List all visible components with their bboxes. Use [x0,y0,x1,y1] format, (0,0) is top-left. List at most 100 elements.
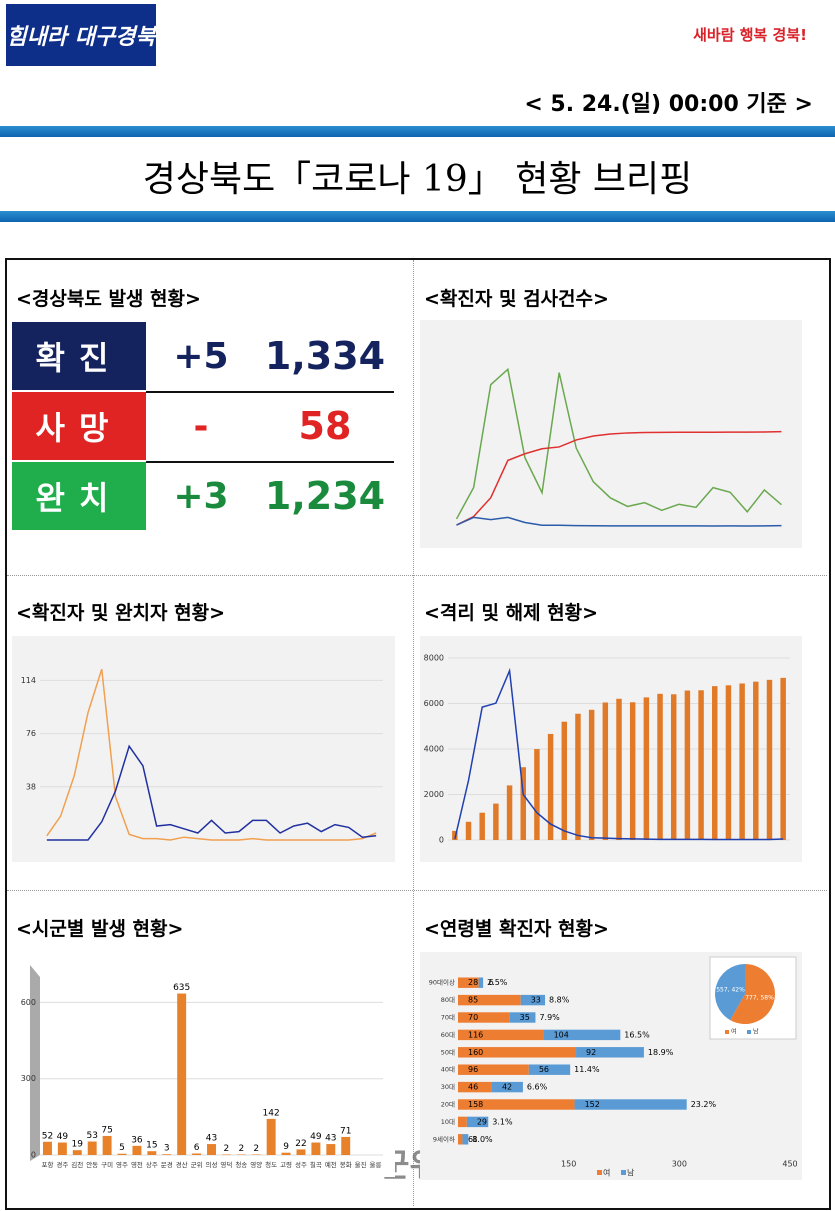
bar [42,1141,52,1155]
divider [0,211,835,222]
y-tick-label: 114 [21,676,36,685]
y-tick-label: 300 [21,1074,36,1083]
value-label: 6 [468,1135,473,1144]
y-tick-label: 60대 [441,1031,455,1039]
bar [251,1154,261,1155]
stat-total: 1,234 [264,474,386,518]
x-tick-label: 울릉 [370,1161,382,1169]
bar [629,702,636,840]
stat-change: +3 [173,475,229,517]
x-tick-label: 청송 [235,1161,247,1169]
percent-label: 23.2% [691,1100,717,1109]
bar [698,690,704,840]
bar-segment [458,1064,529,1075]
y-tick-label: 20대 [441,1101,455,1109]
legend-swatch [621,1170,626,1175]
value-label: 36 [131,1135,143,1145]
x-tick-label: 예천 [325,1160,337,1169]
x-tick-label: 포항 [41,1160,53,1169]
x-tick-label: 영천 [131,1160,143,1169]
x-tick-label: 울진 [355,1160,367,1169]
value-label: 43 [325,1134,336,1144]
bar [547,733,554,840]
slogan: 새바람 행복 경북! [693,26,807,44]
bar-segment [466,1116,489,1128]
bar [780,677,786,840]
bar [117,1153,127,1155]
bar [670,694,677,840]
value-label: 15 [146,1141,157,1151]
value-label: 49 [57,1132,69,1142]
bar [162,1154,172,1155]
value-label: 56 [539,1065,549,1074]
bar [588,709,595,840]
bar [177,993,187,1155]
bar [575,713,581,840]
stat-change: +5 [173,335,229,377]
value-label: 43 [206,1134,217,1144]
y-tick-label: 70대 [441,1014,455,1022]
bar [296,1149,306,1155]
value-label: 6 [194,1143,200,1153]
x-tick-label: 청도 [265,1161,277,1169]
percent-label: 3.1% [492,1117,513,1126]
bar [766,679,773,840]
bar [281,1152,291,1155]
stat-label: 확진 [12,322,146,390]
bar-segment [574,1099,687,1110]
y-tick-label: 10대 [441,1118,455,1126]
bar [132,1145,142,1155]
stat-label: 사망 [12,392,146,460]
chart [420,320,802,548]
bar-segment [462,1134,469,1145]
bar [87,1141,97,1155]
logo: 힘내라 대구경북 [6,4,156,66]
y-tick-label: 38 [26,782,36,791]
x-tick-label: 김천 [71,1160,83,1169]
value-label: 49 [310,1132,322,1142]
stat-change: - [193,405,209,447]
x-tick-label: 영양 [250,1160,262,1169]
pie-label: 777, 58% [745,994,774,1001]
bar [506,785,513,840]
bar-segment [478,977,484,988]
value-label: 8 [472,1135,477,1144]
bar [102,1135,112,1155]
bar [72,1150,82,1155]
bar [534,749,540,840]
chart-background [12,636,395,862]
value-label: 42 [502,1083,512,1092]
value-label: 96 [468,1065,478,1074]
x-tick-label: 고령 [280,1161,292,1169]
value-label: 2 [253,1144,259,1154]
x-tick-label: 150 [561,1160,576,1169]
x-tick-label: 문경 [161,1160,173,1169]
divider [7,575,827,576]
series-line [456,430,782,526]
series-line [46,668,377,841]
percent-label: 18.9% [648,1048,674,1057]
value-label: 75 [101,1125,112,1135]
value-label: 70 [468,1013,478,1022]
bar [493,803,499,840]
y-tick-label: 8000 [424,654,444,663]
bar [311,1142,321,1155]
title: 경상북도「코로나 19」 현황 브리핑 [142,159,693,200]
wall [30,965,40,1161]
bar [236,1154,246,1155]
bar-segment [491,1081,523,1093]
x-tick-label: 경주 [56,1160,68,1169]
bar [520,767,526,840]
value-label: 19 [72,1140,84,1150]
x-tick-label: 봉화 [340,1161,352,1169]
panel-title: <경상북도 발생 현황> [16,288,201,310]
bar [326,1144,336,1155]
bar-segment [458,1116,467,1128]
value-label: 28 [468,978,478,987]
bar-segment [458,1029,544,1041]
bar [207,1144,216,1155]
bar-segment [458,1081,492,1093]
panel-title: <시군별 발생 현황> [16,918,184,940]
value-label: 158 [468,1100,483,1109]
